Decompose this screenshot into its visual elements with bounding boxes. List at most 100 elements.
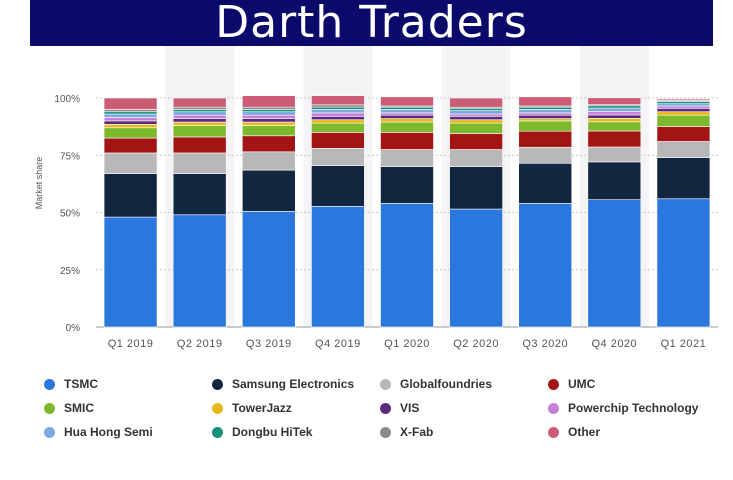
legend-item[interactable]: UMC [548,375,724,393]
legend-label: SMIC [64,401,94,415]
legend-item[interactable]: Hua Hong Semi [44,423,212,441]
bar-segment [172,97,227,108]
legend-item[interactable]: X-Fab [380,423,548,441]
bar-segment [449,208,503,328]
legend-item[interactable]: VIS [380,399,548,417]
bar-segment [311,95,365,106]
x-tick-label: Q2 2019 [177,338,223,350]
bar-segment [172,125,227,138]
bar-segment [241,135,296,153]
bar-segment [449,166,503,210]
bar-segment [518,109,573,114]
bar-segment [518,118,573,122]
bar-segment [103,173,158,218]
bar-segment [587,199,642,328]
legend-swatch [44,402,55,414]
bar-segment [518,114,573,119]
bar-segment [311,112,365,117]
y-axis-label: Market share [34,157,44,210]
bar-segment [103,97,158,110]
bar-segment [587,146,642,163]
bar-segment [656,105,711,109]
bar-segment [103,216,158,328]
legend-item[interactable]: Dongbu HiTek [212,423,380,441]
bar-segment [241,121,296,126]
bar-segment [656,108,711,113]
bar-segment [518,130,573,148]
x-tick-label: Q4 2020 [591,338,637,350]
legend-item[interactable]: Other [548,423,724,441]
bar-segment [656,157,711,200]
bar-segment [103,111,158,115]
bar-segment [311,116,365,121]
bar-segment [380,109,434,114]
legend-swatch [380,426,391,438]
bar-segment [241,109,296,113]
legend-swatch [548,378,559,390]
bar-segment [380,203,434,328]
legend-label: VIS [400,401,420,415]
bar-segment [587,114,642,119]
bar-segment [449,116,503,121]
bar-segment [172,173,227,216]
legend-item[interactable]: TSMC [44,375,212,393]
bar-segment [449,113,503,117]
bar-segment [311,165,365,207]
bar-segment [656,101,711,105]
bar-segment [172,136,227,154]
bar-segment [656,111,711,116]
legend-swatch [380,378,391,390]
bar-segment [241,118,296,123]
bar-segment [380,166,434,204]
legend-label: UMC [568,377,596,391]
bar-segment [172,114,227,119]
bar-segment [103,113,158,118]
bar-segment [103,127,158,139]
legend-item[interactable]: Samsung Electronics [212,375,380,393]
bar-segment [241,151,296,171]
legend-item[interactable]: TowerJazz [212,399,380,417]
y-tick-label: 50% [60,209,80,220]
legend-item[interactable]: Powerchip Technology [548,399,724,417]
x-tick-label: Q1 2020 [384,338,430,350]
bar-segment [449,133,503,150]
legend-swatch [380,402,391,414]
x-tick-label: Q1 2019 [108,338,154,350]
bar-segment [587,118,642,123]
legend-item[interactable]: SMIC [44,399,212,417]
legend-label: Samsung Electronics [232,377,355,391]
bar-segment [449,108,503,111]
bar-segment [241,169,296,212]
bar-segment [311,122,365,133]
bar-segment [311,206,365,328]
legend-swatch [212,378,223,390]
bar-segment [172,152,227,174]
legend-swatch [212,402,223,414]
bar-segment [241,111,296,116]
bar-segment [103,117,158,122]
bar-segment [380,149,434,167]
legend-item[interactable]: Globalfoundries [380,375,548,393]
bar-segment [449,149,503,167]
x-tick-label: Q3 2020 [522,338,568,350]
bar-segment [518,146,573,164]
legend-label: Globalfoundries [400,377,493,391]
legend-label: Powerchip Technology [568,401,699,415]
bar-segment [103,120,158,125]
bar-segment [656,103,711,107]
x-tick-label: Q4 2019 [315,338,361,350]
bar-segment [656,198,711,328]
bar-segment [172,109,227,113]
banner-title: Darth Traders [215,0,528,48]
title-banner: Darth Traders [30,0,713,46]
legend-swatch [44,378,55,390]
bar-segment [380,121,434,133]
bar-segment [380,114,434,119]
bar-segment [449,110,503,115]
bar-segment [241,114,296,119]
chart-legend: TSMC Samsung Electronics Globalfoundries UM… [44,375,724,441]
legend-label: TSMC [64,377,98,391]
bar-segment [518,203,573,328]
bar-segment [449,119,503,124]
bar-segment [587,130,642,148]
